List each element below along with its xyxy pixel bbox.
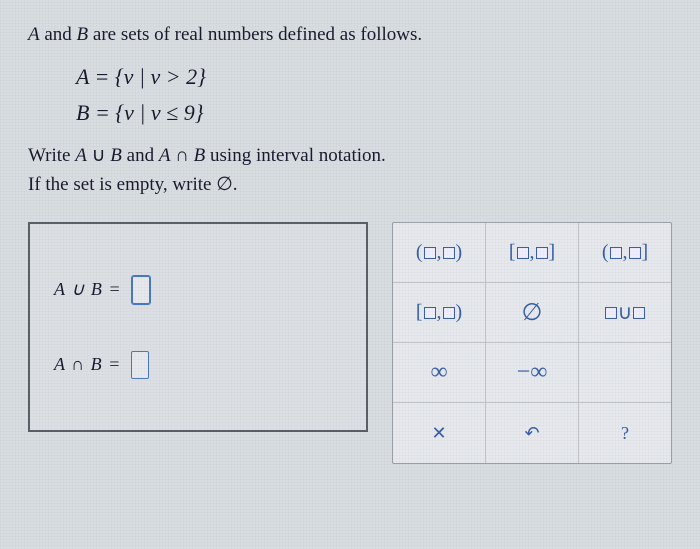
union-answer-line: A ∪ B = <box>54 276 342 304</box>
union-lhs: A ∪ B = <box>54 279 122 300</box>
palette-infinity[interactable]: ∞ <box>393 343 486 403</box>
palette-help-icon[interactable]: ? <box>579 403 671 463</box>
palette-blank <box>579 343 671 403</box>
palette-neg-infinity[interactable]: −∞ <box>486 343 579 403</box>
union-input[interactable] <box>132 276 150 304</box>
palette-clear-icon[interactable]: ✕ <box>393 403 486 463</box>
problem-intro: A and B are sets of real numbers defined… <box>28 24 672 46</box>
palette-union[interactable]: ∪ <box>579 283 671 343</box>
intersect-answer-line: A ∩ B = <box>54 351 342 379</box>
set-definitions: A = {v | v > 2} B = {v | v ≤ 9} <box>76 64 672 126</box>
instruction-1: Write A ∪ B and A ∩ B using interval not… <box>28 144 672 167</box>
palette-open-open[interactable]: (,) <box>393 223 486 283</box>
palette-undo-icon[interactable]: ↶ <box>486 403 579 463</box>
palette-closed-closed[interactable]: [,] <box>486 223 579 283</box>
palette-closed-open[interactable]: [,) <box>393 283 486 343</box>
set-a-def: A = {v | v > 2} <box>76 64 672 90</box>
palette-open-closed[interactable]: (,] <box>579 223 671 283</box>
set-b-def: B = {v | v ≤ 9} <box>76 100 672 126</box>
answer-box: A ∪ B = A ∩ B = <box>28 222 368 432</box>
intersect-lhs: A ∩ B = <box>54 354 121 375</box>
instruction-2: If the set is empty, write ∅. <box>28 173 672 196</box>
symbol-palette: (,) [,] (,] [,) ∅ ∪ ∞ −∞ ✕ ↶ ? <box>392 222 672 464</box>
palette-empty-set[interactable]: ∅ <box>486 283 579 343</box>
intersect-input[interactable] <box>131 351 149 379</box>
